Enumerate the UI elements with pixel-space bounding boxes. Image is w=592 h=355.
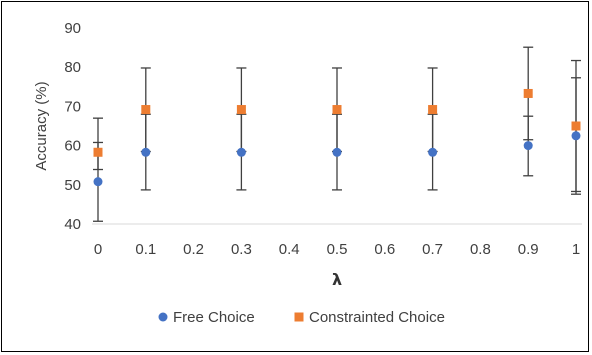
point-constrainted-choice [571,121,581,131]
x-tick-labels: 0 0.1 0.2 0.3 0.4 0.5 0.6 0.7 0.8 0.9 1 [94,241,580,258]
point-free-choice [141,147,151,157]
x-tick-label: 0.6 [374,241,395,258]
x-tick-label: 0.4 [279,241,300,258]
point-constrainted-choice [523,88,533,98]
x-tick-label: 0.9 [518,241,539,258]
point-constrainted-choice [428,105,438,115]
legend-label: Constrainted Choice [309,309,445,326]
point-free-choice [428,147,438,157]
error-bars [93,46,581,222]
point-constrainted-choice [141,105,151,115]
point-constrainted-choice [93,147,103,157]
point-free-choice [571,131,581,141]
data-points [93,88,581,187]
point-free-choice [332,147,342,157]
point-constrainted-choice [332,105,342,115]
legend-marker-free-choice [158,312,168,322]
y-tick-label: 70 [64,98,81,115]
x-tick-label: 0.3 [231,241,252,258]
x-axis-label: λ [332,270,342,289]
x-tick-label: 1 [572,241,580,258]
y-tick-label: 60 [64,138,81,155]
y-axis-label: Accuracy (%) [33,81,50,170]
legend: Free Choice Constrainted Choice [158,309,445,326]
x-tick-label: 0 [94,241,102,258]
y-tick-label: 40 [64,216,81,233]
y-tick-labels: 40 50 60 70 80 90 [64,20,81,233]
legend-label: Free Choice [173,309,255,326]
y-tick-label: 50 [64,177,81,194]
x-tick-label: 0.7 [422,241,443,258]
point-free-choice [236,147,246,157]
point-free-choice [93,177,103,187]
point-free-choice [523,141,533,151]
x-tick-label: 0.8 [470,241,491,258]
x-tick-label: 0.2 [183,241,204,258]
point-constrainted-choice [236,105,246,115]
legend-marker-constrainted-choice [294,312,304,322]
y-tick-label: 90 [64,20,81,37]
y-tick-label: 80 [64,59,81,76]
x-tick-label: 0.1 [135,241,156,258]
x-tick-label: 0.5 [327,241,348,258]
